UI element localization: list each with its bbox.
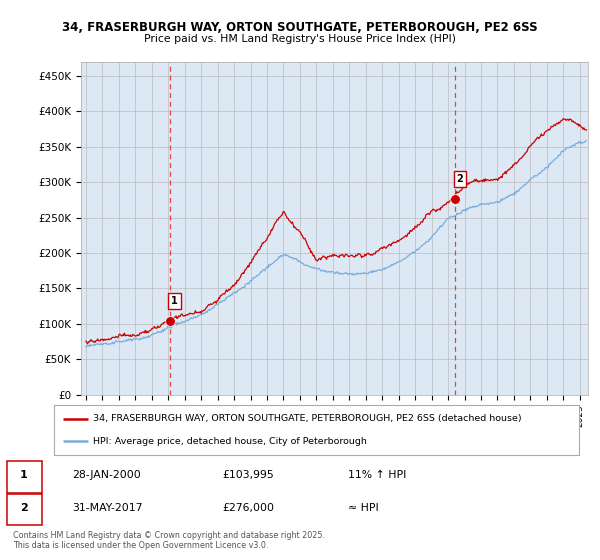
Text: 28-JAN-2000: 28-JAN-2000	[72, 470, 141, 480]
Text: 1: 1	[171, 296, 178, 306]
Text: ≈ HPI: ≈ HPI	[348, 503, 379, 513]
Text: 34, FRASERBURGH WAY, ORTON SOUTHGATE, PETERBOROUGH, PE2 6SS: 34, FRASERBURGH WAY, ORTON SOUTHGATE, PE…	[62, 21, 538, 34]
Text: £103,995: £103,995	[222, 470, 274, 480]
Text: Contains HM Land Registry data © Crown copyright and database right 2025.
This d: Contains HM Land Registry data © Crown c…	[13, 531, 325, 550]
Text: 11% ↑ HPI: 11% ↑ HPI	[348, 470, 406, 480]
Text: £276,000: £276,000	[222, 503, 274, 513]
Text: 2: 2	[457, 174, 463, 184]
Text: 31-MAY-2017: 31-MAY-2017	[72, 503, 143, 513]
Text: 1: 1	[20, 470, 28, 480]
Text: 2: 2	[20, 503, 28, 513]
Text: Price paid vs. HM Land Registry's House Price Index (HPI): Price paid vs. HM Land Registry's House …	[144, 34, 456, 44]
Text: HPI: Average price, detached house, City of Peterborough: HPI: Average price, detached house, City…	[94, 437, 367, 446]
Text: 34, FRASERBURGH WAY, ORTON SOUTHGATE, PETERBOROUGH, PE2 6SS (detached house): 34, FRASERBURGH WAY, ORTON SOUTHGATE, PE…	[94, 414, 522, 423]
